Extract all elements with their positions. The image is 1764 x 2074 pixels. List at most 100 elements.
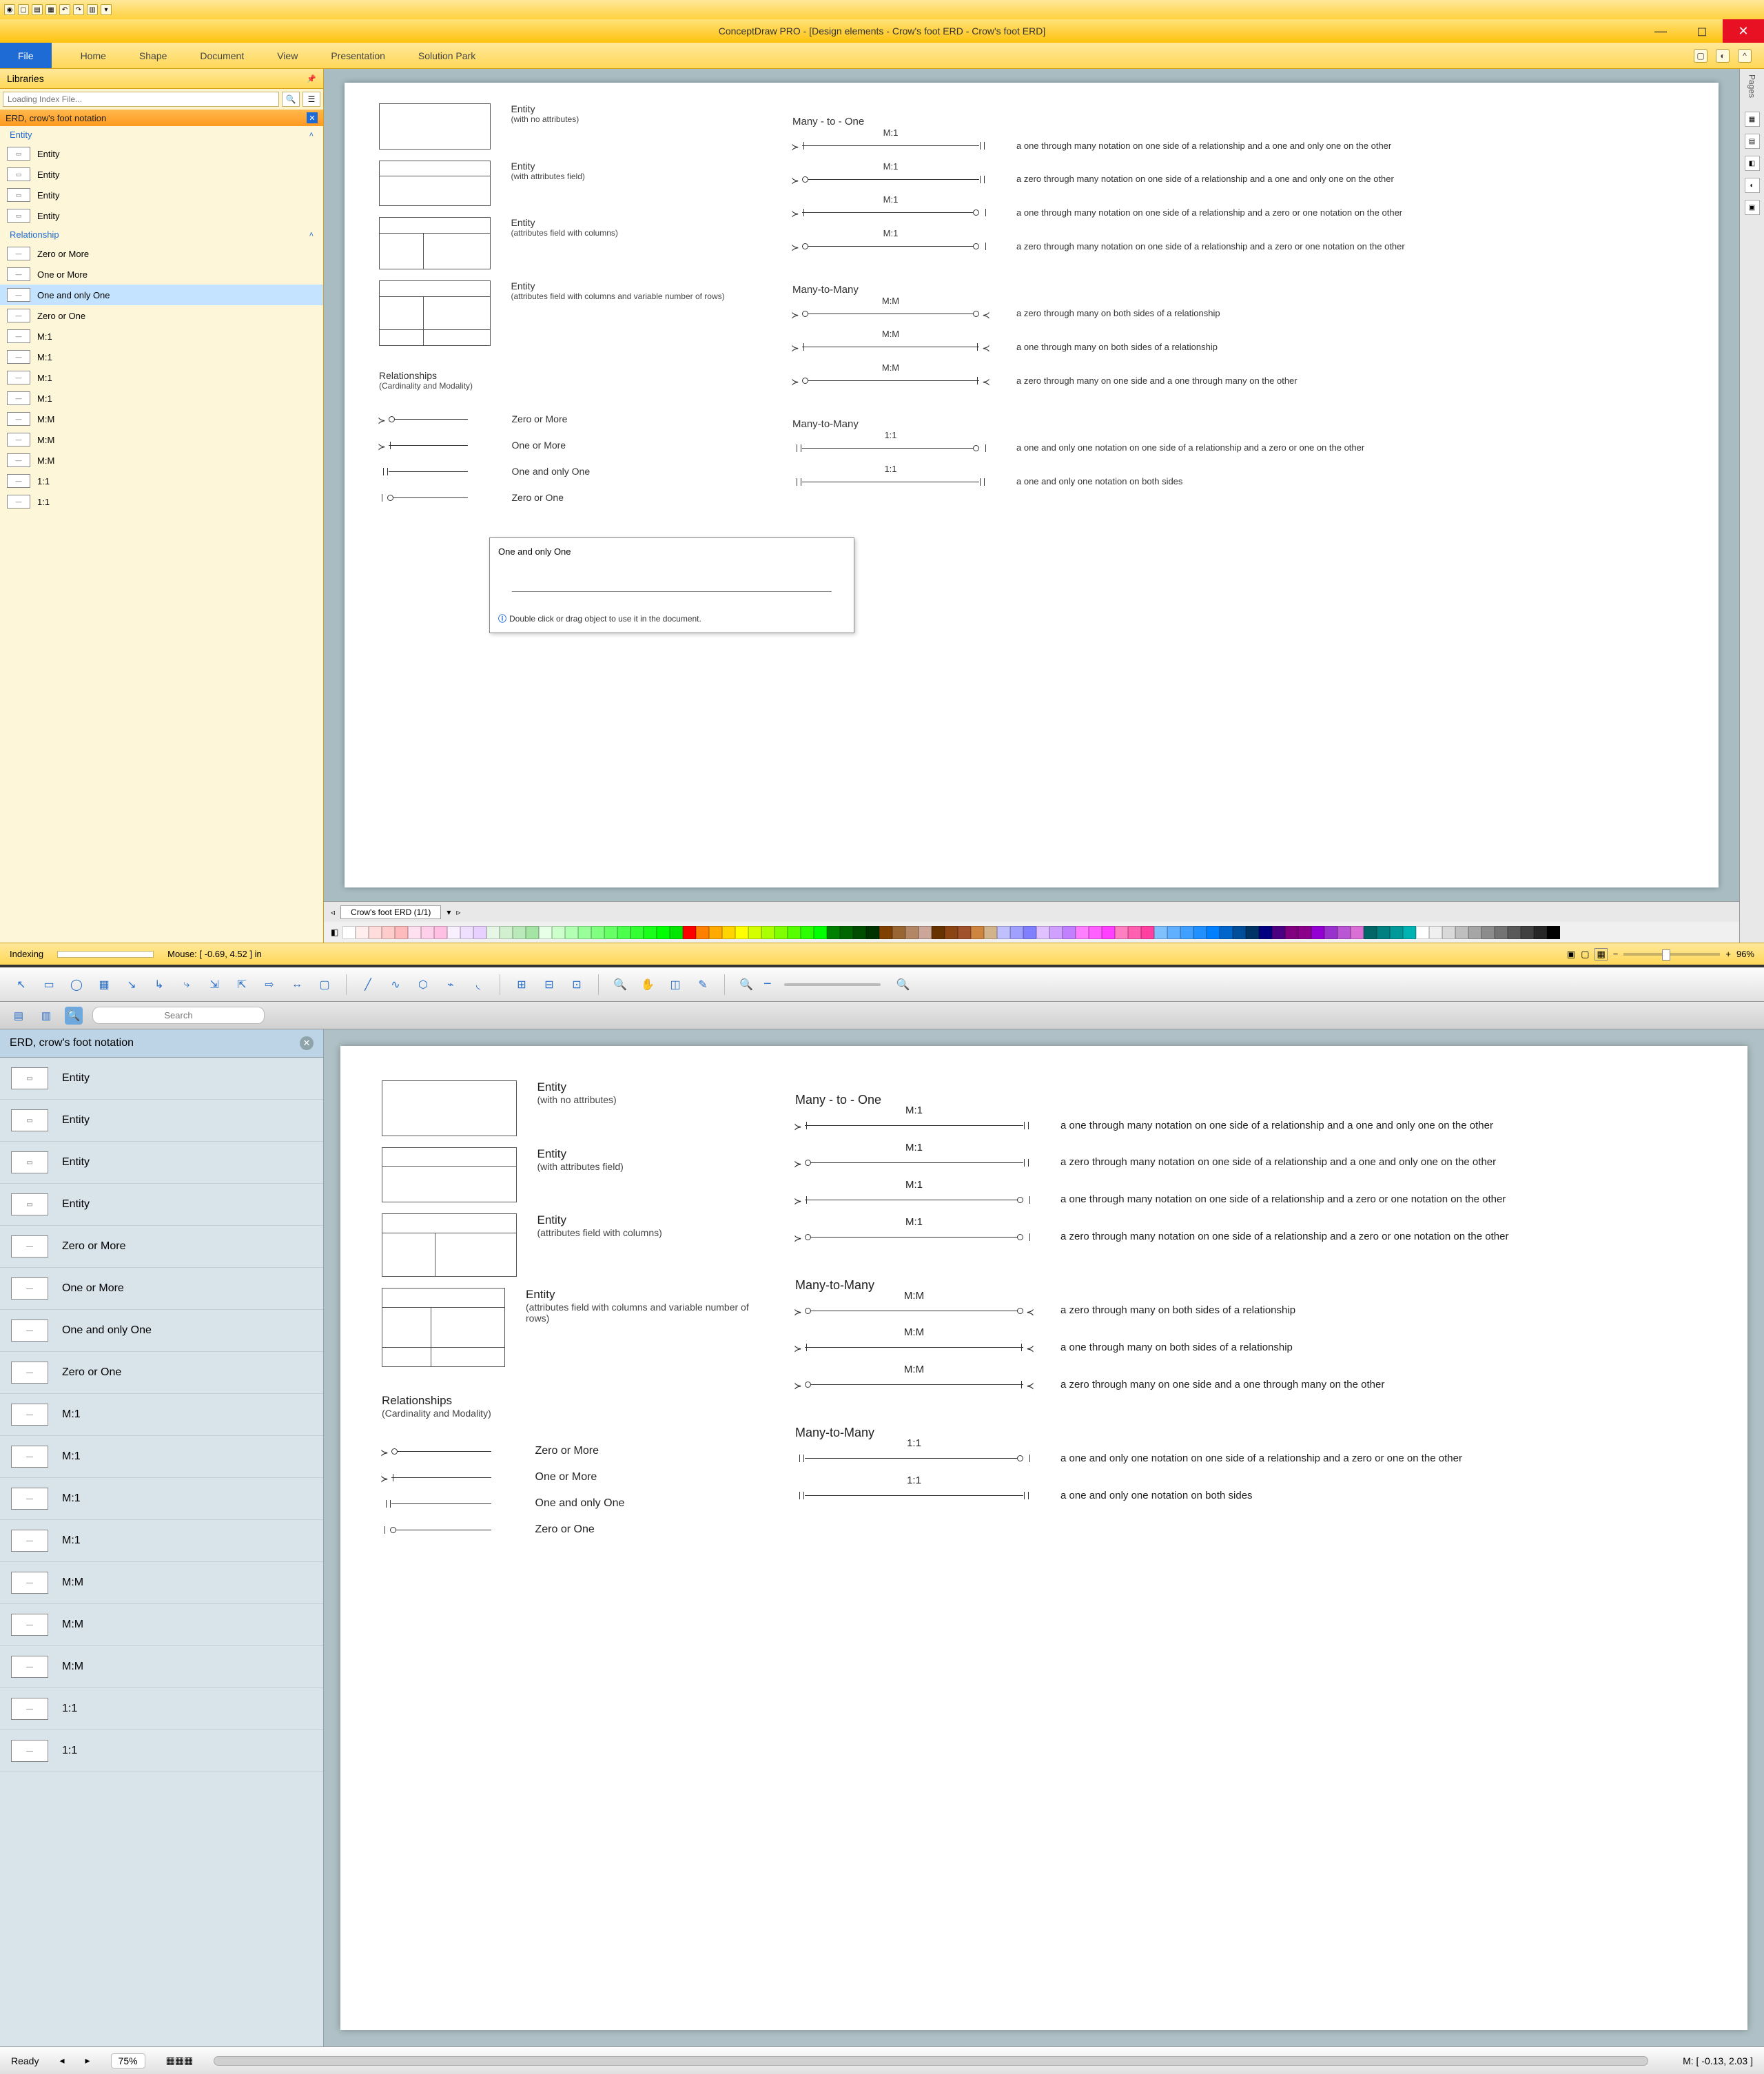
- color-swatch[interactable]: [1115, 926, 1128, 939]
- color-swatch[interactable]: [1534, 926, 1547, 939]
- library-search-input[interactable]: [3, 92, 279, 107]
- color-swatch[interactable]: [1063, 926, 1076, 939]
- file-menu[interactable]: File: [0, 43, 52, 68]
- library-item[interactable]: ▭Entity: [0, 1142, 323, 1184]
- zoom-slider[interactable]: [1623, 953, 1720, 956]
- eyedropper-icon[interactable]: ✎: [693, 974, 713, 995]
- color-swatch[interactable]: [578, 926, 591, 939]
- color-swatch[interactable]: [382, 926, 395, 939]
- color-swatch[interactable]: [670, 926, 683, 939]
- color-swatch[interactable]: [1495, 926, 1508, 939]
- color-swatch[interactable]: [709, 926, 722, 939]
- library-item[interactable]: ▭Entity: [0, 185, 323, 205]
- library-item[interactable]: —One and only One: [0, 285, 323, 305]
- color-swatch[interactable]: [513, 926, 526, 939]
- zoom-fit-icon[interactable]: ▣: [1567, 949, 1575, 960]
- color-swatch[interactable]: [630, 926, 644, 939]
- palette-menu-icon[interactable]: ◧: [331, 927, 338, 937]
- qat-more-icon[interactable]: ▾: [101, 4, 112, 15]
- zoom-in-icon[interactable]: 🔍: [893, 974, 914, 995]
- color-swatch[interactable]: [473, 926, 486, 939]
- lib-add-icon[interactable]: ▥: [37, 1007, 55, 1025]
- section-relationship[interactable]: Relationship: [10, 229, 59, 240]
- line-tool-icon[interactable]: ╱: [358, 974, 378, 995]
- arc-tool-icon[interactable]: ◟: [468, 974, 489, 995]
- color-swatch[interactable]: [814, 926, 827, 939]
- zoom-in-icon[interactable]: +: [1725, 949, 1731, 959]
- color-swatch[interactable]: [1285, 926, 1298, 939]
- color-swatch[interactable]: [932, 926, 945, 939]
- library-item[interactable]: —M:1: [0, 1436, 323, 1478]
- color-swatch[interactable]: [958, 926, 971, 939]
- rside-icon[interactable]: ◐: [1745, 178, 1760, 193]
- page-nav-next-icon[interactable]: ▸: [85, 2055, 90, 2066]
- chevron-up-icon[interactable]: ˄: [309, 231, 314, 239]
- library-item[interactable]: —M:M: [0, 1646, 323, 1688]
- color-swatch[interactable]: [1403, 926, 1416, 939]
- color-swatch[interactable]: [683, 926, 696, 939]
- color-swatch[interactable]: [591, 926, 604, 939]
- color-swatch[interactable]: [801, 926, 814, 939]
- tab-presentation[interactable]: Presentation: [314, 50, 402, 61]
- color-swatch[interactable]: [1298, 926, 1311, 939]
- library-item[interactable]: ▭Entity: [0, 1058, 323, 1100]
- library-item[interactable]: —M:M: [0, 1562, 323, 1604]
- qat-save-icon[interactable]: ▦: [45, 4, 57, 15]
- library-item[interactable]: —M:1: [0, 1478, 323, 1520]
- search-button[interactable]: 🔍: [282, 92, 300, 107]
- color-swatch[interactable]: [1102, 926, 1115, 939]
- zoom-out-icon[interactable]: −: [1613, 949, 1619, 959]
- color-swatch[interactable]: [1220, 926, 1233, 939]
- ribbon-globe-icon[interactable]: ◐: [1716, 49, 1730, 63]
- color-swatch[interactable]: [604, 926, 617, 939]
- qat-undo-icon[interactable]: ↶: [59, 4, 70, 15]
- poly-tool-icon[interactable]: ⬡: [413, 974, 433, 995]
- color-swatch[interactable]: [395, 926, 408, 939]
- ribbon-help-icon[interactable]: ▢: [1694, 49, 1707, 63]
- color-swatch[interactable]: [761, 926, 775, 939]
- color-swatch[interactable]: [984, 926, 997, 939]
- color-swatch[interactable]: [1010, 926, 1023, 939]
- zoom-select[interactable]: 75%: [111, 2053, 145, 2068]
- tab-prev-icon[interactable]: ◃: [331, 907, 335, 917]
- qat-icon[interactable]: ◉: [4, 4, 15, 15]
- library-item[interactable]: —1:1: [0, 491, 323, 512]
- library-item[interactable]: —M:1: [0, 1520, 323, 1562]
- color-swatch[interactable]: [460, 926, 473, 939]
- rside-icon[interactable]: ▣: [1745, 200, 1760, 215]
- crop-tool-icon[interactable]: ◫: [665, 974, 686, 995]
- library-item[interactable]: —One and only One: [0, 1310, 323, 1352]
- library-close-icon[interactable]: ✕: [300, 1036, 314, 1050]
- color-swatch[interactable]: [971, 926, 984, 939]
- color-swatch[interactable]: [919, 926, 932, 939]
- library-item[interactable]: —M:M: [0, 409, 323, 429]
- color-swatch[interactable]: [735, 926, 748, 939]
- color-swatch[interactable]: [1246, 926, 1259, 939]
- group2-icon[interactable]: ⊟: [539, 974, 560, 995]
- library-item[interactable]: —1:1: [0, 471, 323, 491]
- group3-icon[interactable]: ⊡: [566, 974, 587, 995]
- connector6-icon[interactable]: ⇨: [259, 974, 280, 995]
- qat-new-icon[interactable]: ▢: [18, 4, 29, 15]
- color-swatch[interactable]: [369, 926, 382, 939]
- library-item[interactable]: ▭Entity: [0, 205, 323, 226]
- tab-home[interactable]: Home: [64, 50, 123, 61]
- color-swatch[interactable]: [1416, 926, 1429, 939]
- color-swatch[interactable]: [840, 926, 853, 939]
- color-swatch[interactable]: [1547, 926, 1560, 939]
- color-swatch[interactable]: [644, 926, 657, 939]
- search-input[interactable]: [92, 1007, 265, 1024]
- library-item[interactable]: —1:1: [0, 1730, 323, 1772]
- close-button[interactable]: ✕: [1723, 19, 1764, 43]
- library-item[interactable]: —One or More: [0, 1268, 323, 1310]
- color-swatch[interactable]: [696, 926, 709, 939]
- connector2-icon[interactable]: ↳: [149, 974, 170, 995]
- tab-view[interactable]: View: [260, 50, 314, 61]
- color-swatch[interactable]: [722, 926, 735, 939]
- library-item[interactable]: ▭Entity: [0, 164, 323, 185]
- bezier-tool-icon[interactable]: ⌁: [440, 974, 461, 995]
- color-swatch[interactable]: [1259, 926, 1272, 939]
- library-menu-button[interactable]: ☰: [302, 92, 320, 107]
- library-item[interactable]: ▭Entity: [0, 1100, 323, 1142]
- color-swatch[interactable]: [486, 926, 500, 939]
